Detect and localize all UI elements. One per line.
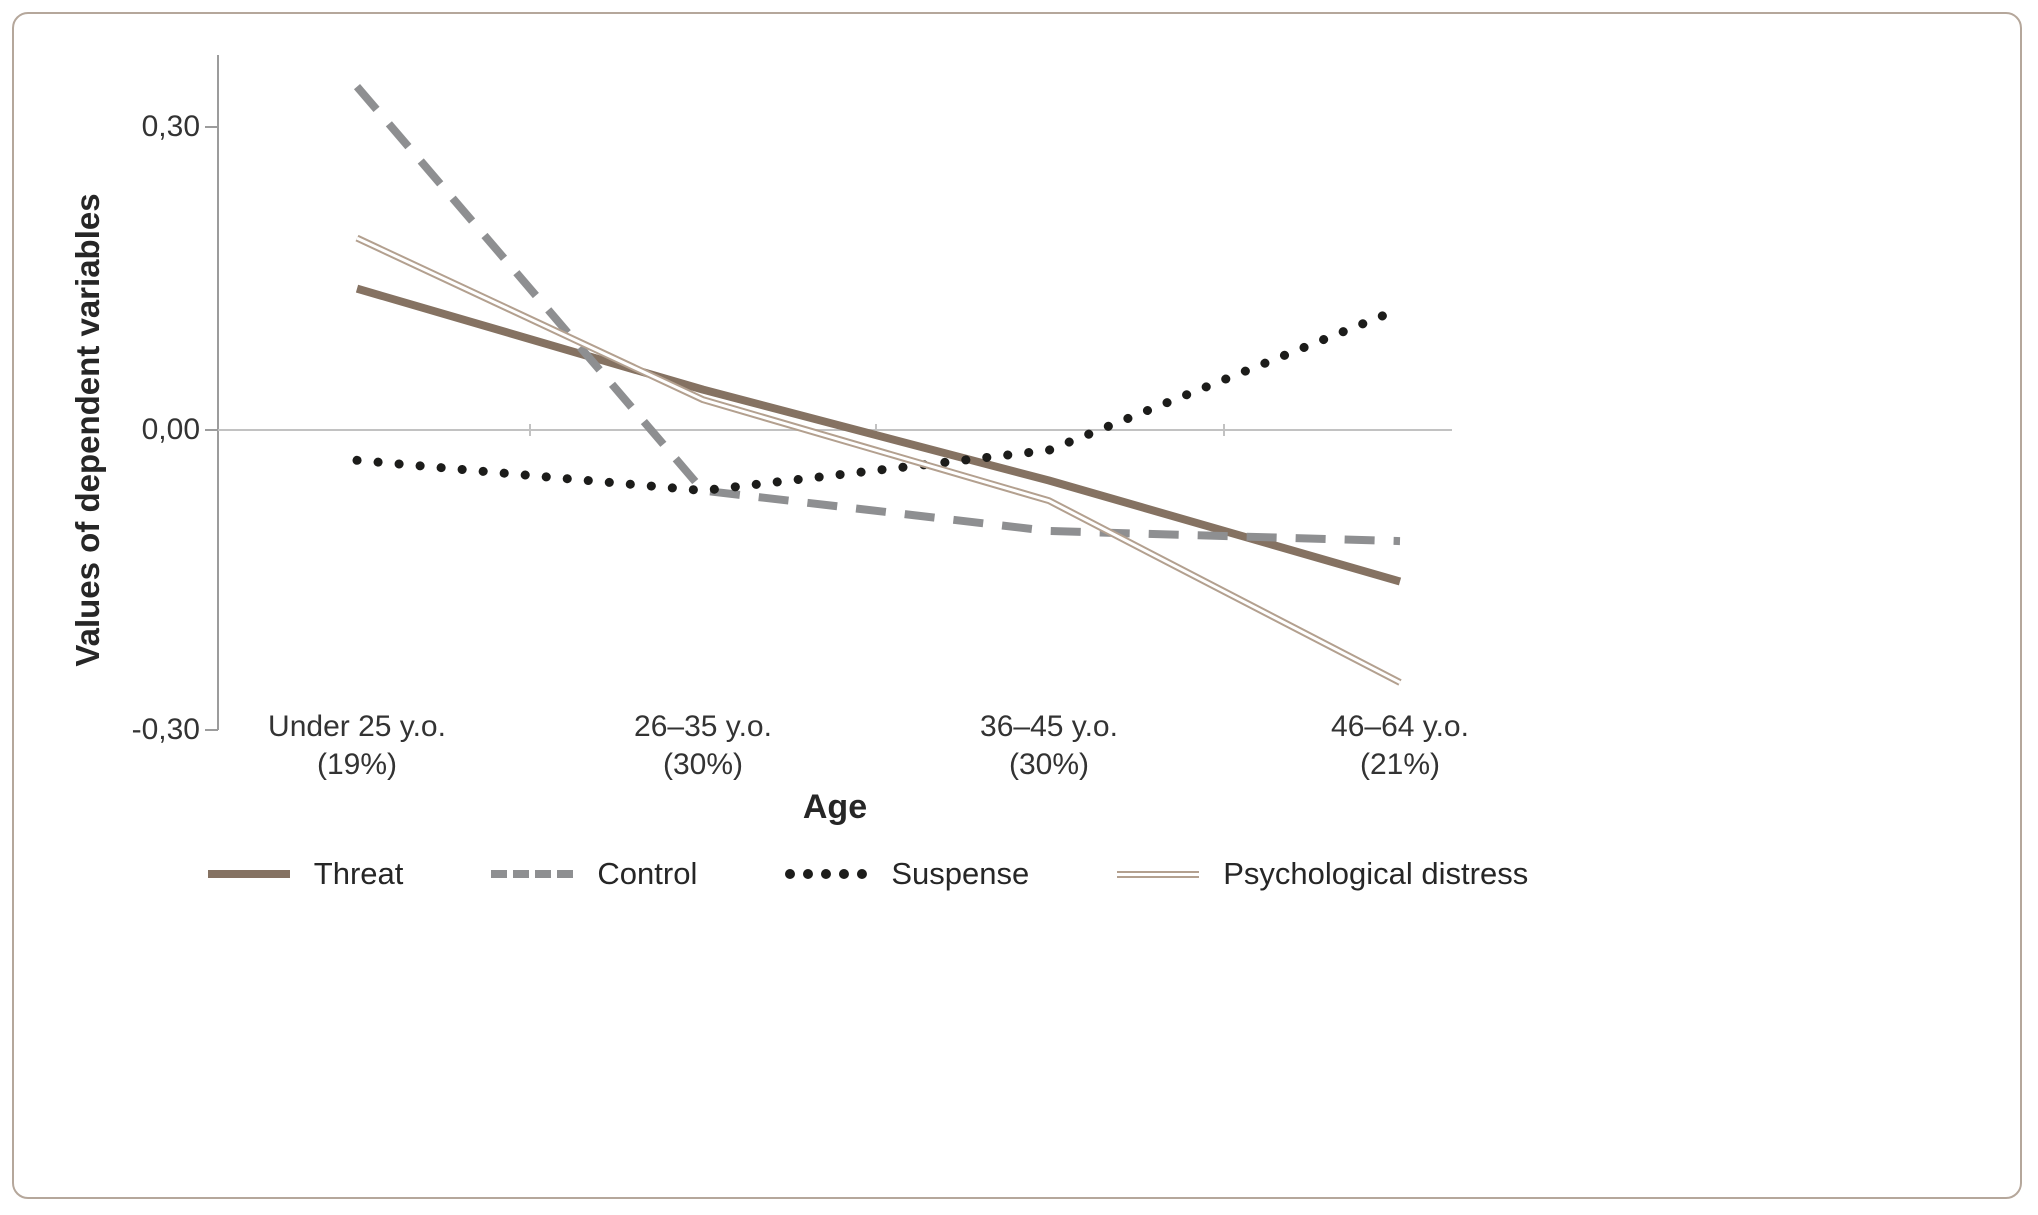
y-tick-000: 0,00 [141, 413, 200, 446]
x-axis-title: Age [802, 788, 868, 826]
psychological-distress-line-sample [1117, 870, 1200, 878]
suspense-line-sample [785, 869, 868, 879]
x-label-under-25-main: Under 25 y.o. [268, 710, 446, 743]
legend-label-control: Control [597, 856, 698, 891]
legend: Threat Control Suspense Psychological di… [207, 856, 1528, 892]
legend-label-suspense: Suspense [891, 856, 1030, 891]
y-tick-neg030: -0,30 [131, 713, 200, 746]
legend-item-threat: Threat [207, 856, 404, 892]
legend-item-distress: Psychological distress [1117, 856, 1528, 892]
x-label-26-35-main: 26–35 y.o. [634, 710, 772, 743]
legend-item-suspense: Suspense [785, 856, 1029, 892]
x-label-46-64-main: 46–64 y.o. [1331, 710, 1469, 743]
x-label-26-35: 26–35 y.o. (30%) [563, 708, 843, 783]
x-label-46-64-sub: (21%) [1359, 747, 1441, 781]
x-label-46-64: 46–64 y.o. (21%) [1260, 708, 1540, 783]
chart-card [12, 12, 2022, 1199]
control-line-sample [491, 870, 574, 878]
x-label-36-45-main: 36–45 y.o. [980, 710, 1118, 743]
x-label-under-25: Under 25 y.o. (19%) [217, 708, 497, 783]
legend-label-threat: Threat [313, 856, 404, 891]
x-label-36-45: 36–45 y.o. (30%) [909, 708, 1189, 783]
legend-item-control: Control [491, 856, 697, 892]
x-label-under-25-sub: (19%) [316, 747, 398, 781]
x-label-36-45-sub: (30%) [1008, 747, 1090, 781]
x-label-26-35-sub: (30%) [662, 747, 744, 781]
y-tick-030: 0,30 [141, 110, 200, 143]
threat-line-sample [207, 870, 290, 878]
legend-label-distress: Psychological distress [1223, 856, 1529, 891]
